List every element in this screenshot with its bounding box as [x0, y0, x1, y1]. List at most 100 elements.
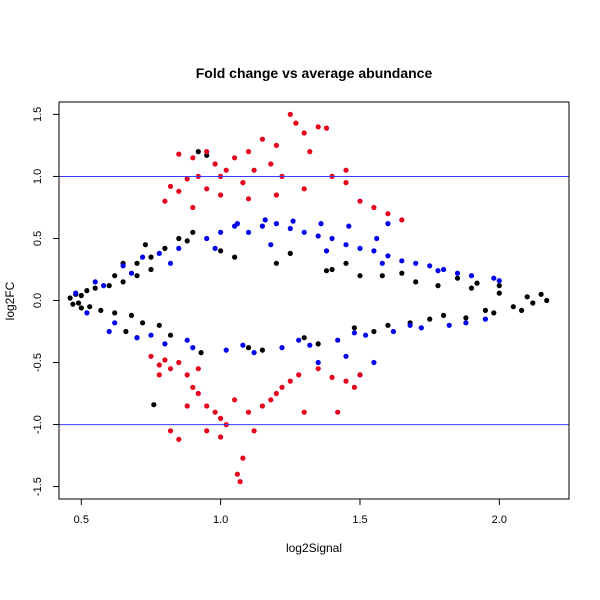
point-s2-58: [287, 378, 293, 384]
point-s2-10: [232, 155, 238, 161]
x-tick-label: 1.5: [352, 514, 367, 526]
point-s1-62: [318, 221, 324, 227]
point-s1-41: [491, 275, 497, 281]
point-s0-69: [323, 268, 330, 274]
point-s2-22: [315, 124, 321, 130]
x-axis-label: log2Signal: [286, 541, 342, 555]
point-s1-9: [190, 345, 196, 351]
point-s2-59: [296, 372, 302, 378]
point-s1-48: [296, 337, 302, 343]
point-s1-19: [287, 225, 293, 232]
point-s2-52: [245, 409, 252, 415]
point-s1-54: [148, 332, 154, 338]
point-s1-47: [323, 248, 330, 254]
point-s1-10: [204, 235, 210, 242]
point-s0-48: [524, 294, 530, 300]
point-s0-36: [245, 345, 252, 351]
point-s0-44: [468, 285, 475, 291]
point-s1-45: [379, 260, 385, 266]
point-s2-15: [268, 161, 274, 167]
point-s2-38: [148, 353, 154, 359]
point-s1-30: [390, 328, 396, 335]
point-s2-37: [176, 151, 182, 157]
point-s0-19: [148, 254, 154, 260]
point-s0-0: [67, 295, 73, 301]
point-s1-2: [106, 328, 112, 335]
point-s0-45: [482, 307, 488, 313]
point-s2-48: [218, 415, 224, 421]
point-s2-54: [259, 403, 265, 409]
point-s1-57: [101, 283, 107, 289]
point-s0-4: [78, 292, 84, 299]
point-s0-56: [343, 260, 349, 266]
point-s1-33: [418, 325, 424, 331]
point-s2-18: [287, 111, 293, 117]
point-s0-55: [371, 328, 377, 335]
y-axis: -1.5 -1.0 -0.5 0.0 0.5 1.0 1.5: [32, 107, 60, 496]
point-s0-32: [184, 238, 190, 244]
point-s2-41: [167, 366, 174, 372]
point-s2-29: [399, 217, 405, 223]
point-s2-25: [343, 180, 349, 186]
point-s0-8: [92, 285, 98, 291]
y-axis-label: log2FC: [3, 281, 17, 320]
point-s0-30: [204, 152, 210, 158]
point-s0-49: [530, 300, 536, 306]
point-s2-66: [357, 372, 363, 378]
point-s1-46: [351, 330, 357, 336]
point-s1-56: [112, 320, 118, 326]
point-s0-27: [167, 332, 174, 338]
point-s2-63: [335, 409, 341, 415]
point-s2-23: [323, 125, 330, 131]
y-tick-label: 0.5: [32, 231, 44, 246]
point-s0-11: [112, 310, 118, 316]
point-s0-13: [128, 312, 135, 318]
point-s1-17: [273, 221, 279, 227]
point-s0-59: [259, 347, 265, 353]
point-s0-68: [351, 325, 357, 331]
point-s2-19: [293, 120, 299, 126]
point-s0-62: [491, 310, 497, 316]
point-s0-53: [427, 316, 433, 322]
point-s1-50: [240, 342, 246, 348]
point-s1-20: [301, 229, 307, 235]
point-s2-47: [212, 409, 218, 415]
point-s2-8: [218, 192, 224, 198]
point-s2-56: [273, 390, 279, 397]
point-s1-32: [413, 260, 419, 266]
point-s2-55: [268, 397, 274, 403]
point-s0-61: [519, 307, 525, 313]
point-s2-57: [279, 384, 285, 390]
point-s1-40: [496, 278, 502, 284]
point-s2-68: [234, 471, 240, 477]
point-s2-16: [273, 142, 279, 148]
point-s2-64: [343, 378, 349, 384]
x-tick-label: 0.5: [74, 514, 89, 526]
x-tick-label: 1.0: [213, 514, 228, 526]
point-s0-14: [134, 273, 140, 279]
point-s2-65: [351, 384, 357, 390]
plot-frame: [58, 101, 570, 500]
point-s2-70: [176, 436, 182, 442]
point-s1-55: [128, 270, 135, 276]
point-s2-75: [195, 366, 201, 372]
point-s0-26: [176, 235, 182, 242]
point-s2-2: [176, 188, 182, 194]
point-s2-21: [307, 149, 313, 155]
point-s2-36: [190, 155, 196, 161]
point-s1-4: [134, 335, 140, 341]
point-s0-25: [162, 245, 168, 251]
point-s1-18: [279, 345, 285, 351]
point-s0-64: [463, 315, 469, 321]
point-s1-69: [315, 359, 321, 366]
point-s0-38: [301, 335, 307, 341]
chart-title: Fold change vs average abundance: [196, 65, 433, 81]
point-s0-54: [399, 270, 405, 276]
point-s1-65: [234, 221, 240, 227]
point-s2-72: [218, 434, 224, 440]
point-s2-69: [167, 428, 174, 434]
point-s1-24: [335, 337, 341, 343]
point-s2-35: [204, 149, 210, 155]
point-s2-9: [223, 167, 229, 173]
point-s1-44: [407, 322, 413, 328]
